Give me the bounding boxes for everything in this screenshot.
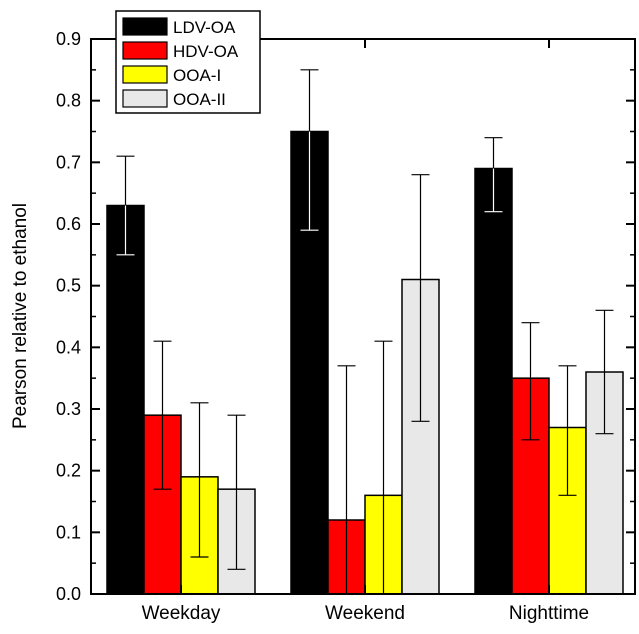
y-tick-label: 0.7	[56, 152, 81, 172]
bar-ldv-oa	[474, 167, 513, 595]
legend-swatch-ooa-ii	[122, 89, 168, 108]
legend-label: OOA-I	[173, 66, 221, 85]
y-tick-label: 0.9	[56, 29, 81, 49]
bar-ldv-oa	[106, 204, 145, 595]
y-tick-label: 0.2	[56, 461, 81, 481]
legend-swatch-ldv-oa	[122, 17, 168, 36]
legend-label: LDV-OA	[173, 18, 236, 37]
legend-swatch-ooa-i	[122, 65, 168, 84]
x-tick-label: Weekend	[325, 603, 405, 624]
y-tick-label: 0.5	[56, 276, 81, 296]
y-tick-label: 0.1	[56, 522, 81, 542]
legend-label: HDV-OA	[173, 42, 239, 61]
y-tick-label: 0.8	[56, 91, 81, 111]
y-tick-label: 0.0	[56, 584, 81, 604]
legend-label: OOA-II	[173, 90, 226, 109]
y-axis-label: Pearson relative to ethanol	[10, 203, 31, 429]
x-tick-label: Nighttime	[509, 603, 589, 624]
error-bars-layer	[116, 69, 614, 595]
y-tick-label: 0.4	[56, 337, 81, 357]
legend: LDV-OA HDV-OA OOA-I OOA-II	[115, 10, 261, 114]
x-tick-label: Weekday	[142, 603, 221, 624]
y-tick-label: 0.6	[56, 214, 81, 234]
bar-ldv-oa	[290, 130, 329, 595]
y-axis: 0.0 0.1 0.2 0.3 0.4 0.5 0.6 0.7 0.8 0.9	[56, 29, 635, 604]
legend-swatch-hdv-oa	[122, 41, 168, 60]
bars-layer	[106, 130, 624, 595]
y-tick-label: 0.3	[56, 399, 81, 419]
x-axis: Weekday Weekend Nighttime	[142, 39, 589, 624]
